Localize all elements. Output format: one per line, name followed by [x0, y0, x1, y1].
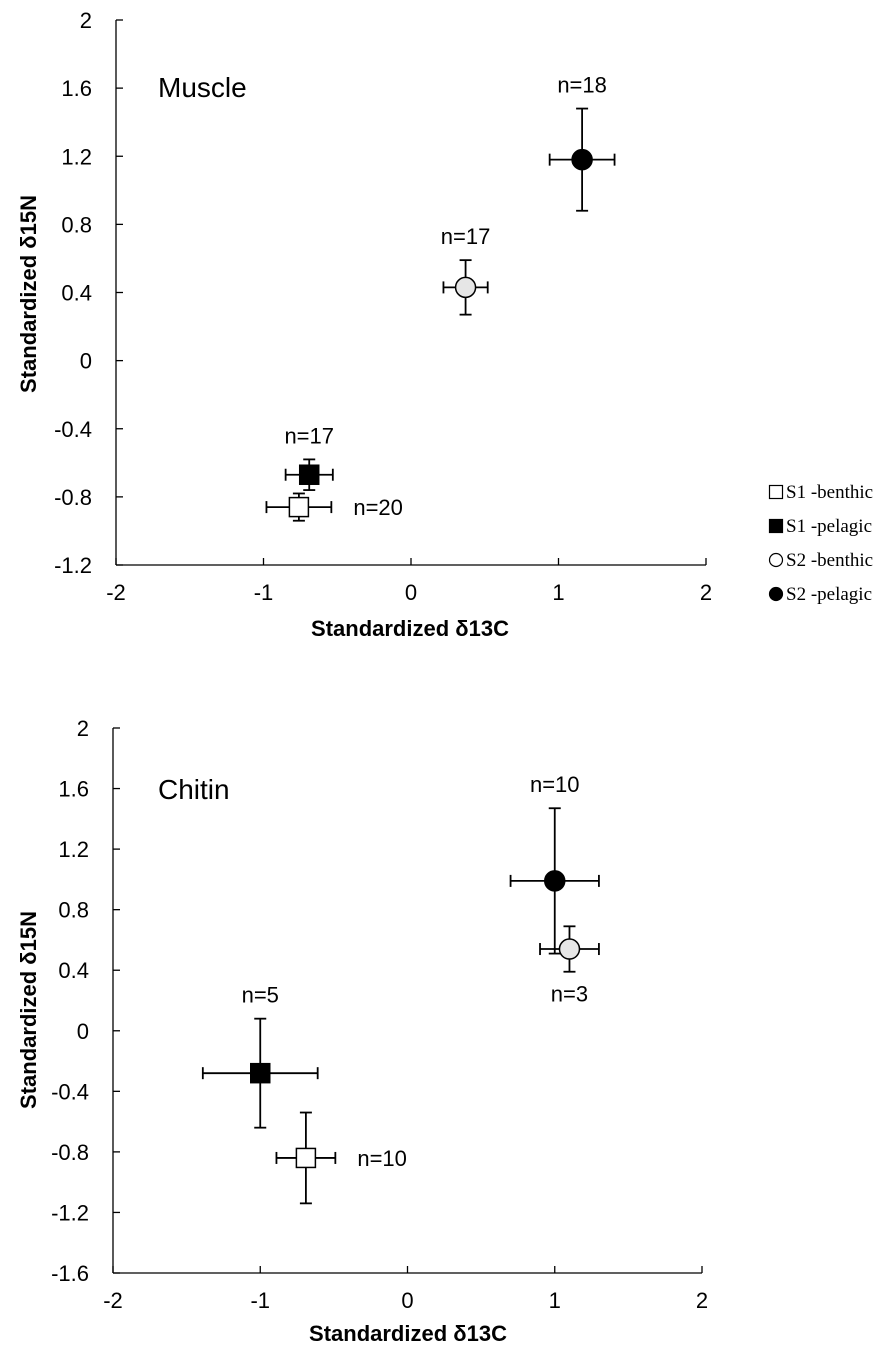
legend-label-s2-pelagic: S2 -pelagic: [786, 584, 872, 605]
chitin-x-tick-label: 0: [401, 1288, 413, 1313]
muscle-y-tick-label: 0.4: [61, 281, 92, 306]
legend-marker-s2-benthic: [768, 552, 784, 568]
chitin-x-tick-label: 2: [696, 1288, 708, 1313]
muscle-y-tick-label: 0: [80, 349, 92, 374]
muscle-y-tick-label: -1.2: [54, 553, 92, 578]
legend-marker-s1-benthic: [768, 484, 784, 500]
muscle-panel-title: Muscle: [158, 72, 247, 103]
chitin-x-tick-label: 1: [549, 1288, 561, 1313]
legend-marker-s1-pelagic: [768, 518, 784, 534]
chitin-y-tick-label: -0.4: [51, 1079, 89, 1104]
chitin-panel: Chitin Standardized δ13C Standardized δ1…: [16, 716, 708, 1346]
chitin-y-tick-label: 0: [77, 1019, 89, 1044]
muscle-s1-benthic-n-label: n=20: [353, 495, 403, 520]
chitin-y-tick-label: -1.6: [51, 1261, 89, 1286]
chitin-y-tick-label: -1.2: [51, 1200, 89, 1225]
muscle-y-axis-title: Standardized δ15N: [16, 195, 41, 393]
muscle-y-tick-label: 2: [80, 8, 92, 33]
muscle-panel: Muscle Standardized δ13C Standardized δ1…: [16, 8, 712, 641]
chitin-s2-pelagic-n-label: n=10: [530, 772, 580, 797]
legend-label-s1-benthic: S1 -benthic: [786, 482, 873, 503]
chitin-s2-benthic-point: [558, 938, 581, 960]
muscle-s1-pelagic-n-label: n=17: [284, 423, 334, 448]
chitin-s1-pelagic-n-label: n=5: [242, 983, 279, 1008]
chitin-panel-title: Chitin: [158, 774, 230, 805]
chitin-y-tick-label: 0.8: [58, 898, 89, 923]
chitin-s1-benthic-point: [295, 1147, 317, 1169]
muscle-s1-benthic-point: [288, 496, 310, 518]
muscle-s1-pelagic-point: [298, 464, 320, 485]
chitin-s2-benthic-n-label: n=3: [551, 982, 588, 1007]
muscle-x-tick-label: -2: [106, 580, 126, 605]
chitin-y-tick-label: 2: [77, 716, 89, 741]
chitin-s2-pelagic-point: [544, 870, 566, 892]
muscle-y-tick-label: -0.8: [54, 485, 92, 510]
chitin-x-tick-label: -1: [250, 1288, 270, 1313]
legend-label-s1-pelagic: S1 -pelagic: [786, 516, 872, 537]
muscle-y-tick-label: -0.4: [54, 417, 92, 442]
chitin-y-tick-label: 1.2: [58, 837, 89, 862]
chitin-x-axis-title: Standardized δ13C: [309, 1321, 507, 1346]
muscle-x-tick-label: 1: [552, 580, 564, 605]
legend-marker-s2-pelagic: [768, 586, 784, 602]
chitin-x-tick-label: -2: [103, 1288, 123, 1313]
chitin-y-axis-title: Standardized δ15N: [16, 911, 41, 1109]
muscle-x-tick-label: 2: [700, 580, 712, 605]
legend: S1 -benthic S1 -pelagic S2 -benthic S2 -pel…: [768, 482, 873, 605]
muscle-s2-benthic-n-label: n=17: [441, 224, 491, 249]
chitin-y-tick-label: 1.6: [58, 777, 89, 802]
muscle-s2-pelagic-point: [571, 148, 593, 171]
muscle-x-tick-label: -1: [254, 580, 274, 605]
muscle-x-axis-title: Standardized δ13C: [311, 616, 509, 641]
legend-label-s2-benthic: S2 -benthic: [786, 550, 873, 571]
muscle-y-tick-label: 1.2: [61, 144, 92, 169]
chitin-s1-benthic-n-label: n=10: [357, 1146, 407, 1171]
muscle-s2-pelagic-n-label: n=18: [557, 73, 607, 98]
muscle-y-tick-label: 1.6: [61, 76, 92, 101]
chitin-s1-pelagic-point: [250, 1062, 271, 1084]
chitin-y-tick-label: 0.4: [58, 958, 89, 983]
muscle-x-tick-label: 0: [405, 580, 417, 605]
muscle-y-tick-label: 0.8: [61, 212, 92, 237]
muscle-s2-benthic-point: [454, 276, 477, 299]
chitin-y-tick-label: -0.8: [51, 1140, 89, 1165]
